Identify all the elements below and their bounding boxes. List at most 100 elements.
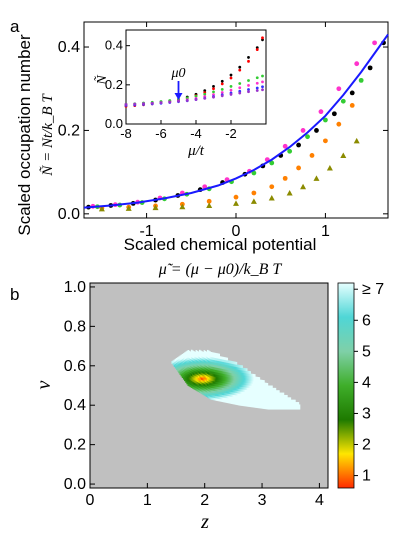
- heatmap-cell: [279, 392, 281, 396]
- heatmap-cell: [267, 397, 270, 401]
- heatmap-cell: [281, 397, 284, 401]
- heatmap-cell: [184, 373, 186, 377]
- heatmap-cell: [257, 384, 260, 387]
- heatmap-cell: [252, 404, 255, 408]
- heatmap-cell: [197, 384, 200, 388]
- heatmap-cell: [209, 358, 211, 362]
- heatmap-cell: [218, 365, 221, 369]
- heatmap-cell: [187, 371, 190, 375]
- heatmap-cell: [203, 359, 206, 363]
- heatmap-cell: [257, 376, 260, 380]
- heatmap-cell: [220, 391, 223, 395]
- heatmap-cell: [262, 394, 264, 397]
- heatmap-cell: [215, 360, 217, 363]
- heatmap-cell: [206, 383, 209, 386]
- heatmap-cell: [216, 379, 218, 382]
- heatmap-cell: [213, 362, 216, 365]
- data-point: [354, 61, 360, 67]
- inset-data-point: [220, 82, 224, 86]
- heatmap-cell: [223, 356, 225, 360]
- heatmap-cell: [247, 370, 249, 374]
- heatmap-cell: [233, 396, 235, 400]
- inset-data-point: [212, 95, 215, 99]
- data-point: [300, 128, 306, 133]
- heatmap-cell: [237, 383, 240, 387]
- heatmap-cell: [213, 388, 216, 391]
- heatmap-cell: [224, 364, 226, 368]
- heatmap-cell: [217, 353, 219, 357]
- heatmap-cell: [249, 373, 251, 377]
- heatmap-cell: [182, 369, 185, 373]
- heatmap-cell: [226, 386, 229, 389]
- heatmap-cell: [208, 369, 210, 373]
- heatmap-cell: [218, 356, 221, 359]
- heatmap-cell: [237, 381, 240, 385]
- heatmap-cell: [244, 394, 247, 397]
- heatmap-cell: [174, 363, 177, 367]
- heatmap-cell: [203, 362, 206, 365]
- heatmap-cell: [208, 357, 210, 361]
- heatmap-cell: [189, 377, 192, 381]
- inset-data-point: [194, 98, 198, 101]
- heatmap-cell: [241, 381, 243, 385]
- heatmap-cell: [235, 378, 238, 382]
- heatmap-cell: [228, 391, 231, 395]
- y-tick-label: 0.4: [58, 39, 80, 56]
- heatmap-cell: [227, 369, 230, 373]
- heatmap-cell: [197, 389, 200, 393]
- heatmap-cell: [241, 384, 243, 388]
- heatmap-cell: [250, 394, 253, 398]
- heatmap-cell: [236, 371, 239, 375]
- heatmap-cell: [203, 390, 206, 394]
- heatmap-cell: [248, 387, 250, 391]
- heatmap-cell: [232, 375, 234, 379]
- heatmap-cell: [209, 365, 211, 369]
- heatmap-cell: [209, 396, 211, 400]
- heatmap-cell: [289, 402, 292, 405]
- heatmap-cell: [226, 383, 229, 387]
- heatmap-cell: [212, 383, 215, 386]
- heatmap-cell: [235, 369, 238, 372]
- heatmap-cell: [264, 385, 266, 388]
- heatmap-cell: [243, 401, 246, 404]
- heatmap-cell: [193, 374, 195, 378]
- heatmap-cell: [195, 387, 198, 391]
- heatmap-cell: [212, 380, 215, 384]
- heatmap-cell: [256, 402, 258, 406]
- heatmap-cell: [221, 370, 224, 374]
- inset-data-point: [185, 99, 189, 102]
- heatmap-cell: [249, 385, 251, 389]
- heatmap-cell: [201, 367, 203, 371]
- heatmap-cell: [257, 393, 260, 397]
- heatmap-cell: [227, 372, 230, 375]
- heatmap-cell: [210, 394, 212, 398]
- heatmap-cell: [182, 357, 185, 361]
- heatmap-cell: [291, 402, 294, 405]
- heatmap-cell: [281, 394, 284, 398]
- heatmap-cell: [244, 375, 247, 379]
- heatmap-cell: [223, 368, 225, 372]
- heatmap-cell: [204, 355, 207, 359]
- heatmap-cell: [250, 390, 253, 393]
- heatmap-cell: [195, 385, 198, 389]
- heatmap-cell: [272, 394, 274, 398]
- heatmap-cell: [205, 391, 208, 395]
- inset-data-point: [238, 68, 242, 72]
- heatmap-cell: [177, 359, 179, 363]
- heatmap-cell: [257, 381, 260, 385]
- heatmap-cell: [205, 370, 208, 374]
- data-point: [318, 109, 324, 115]
- inset-data-point: [124, 103, 128, 106]
- colorbar-tick-label: 4: [362, 374, 371, 391]
- heatmap-cell: [297, 406, 300, 410]
- heatmap-cell: [206, 368, 209, 372]
- heatmap-cell: [266, 394, 269, 398]
- heatmap-cell: [249, 404, 251, 408]
- heatmap-cell: [267, 399, 270, 403]
- heatmap-cell: [192, 385, 194, 389]
- heatmap-cell: [213, 395, 216, 399]
- heatmap-cell: [239, 400, 241, 404]
- inset-y-tick-label: 0.2: [105, 77, 123, 92]
- heatmap-cell: [244, 372, 247, 376]
- heatmap-cell: [249, 390, 251, 393]
